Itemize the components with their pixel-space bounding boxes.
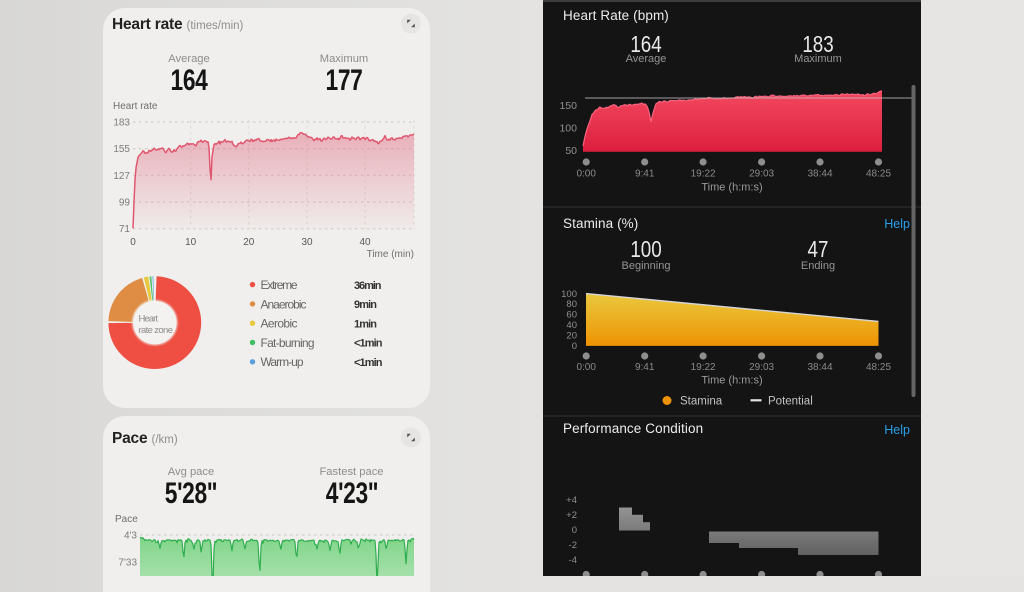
svg-text:9:41: 9:41: [635, 169, 655, 180]
svg-text:Heart: Heart: [139, 314, 159, 325]
svg-text:7'33: 7'33: [118, 558, 137, 569]
svg-text:Fat-burning: Fat-burning: [261, 336, 315, 350]
svg-text:9:41: 9:41: [635, 362, 655, 373]
svg-text:<1min: <1min: [354, 357, 383, 369]
svg-text:0: 0: [572, 341, 577, 352]
svg-text:Pace: Pace: [115, 514, 138, 525]
svg-text:40: 40: [566, 320, 577, 331]
svg-text:Heart rate: Heart rate: [113, 101, 158, 112]
svg-text:38:44: 38:44: [807, 169, 832, 180]
svg-text:0: 0: [572, 525, 577, 536]
svg-text:+2: +2: [566, 510, 577, 521]
svg-text:-4: -4: [569, 555, 577, 566]
svg-text:20: 20: [243, 237, 255, 248]
svg-text:Extreme: Extreme: [261, 278, 298, 292]
svg-text:Time (h:m:s): Time (h:m:s): [701, 182, 762, 194]
svg-text:127: 127: [113, 171, 130, 182]
svg-text:100: 100: [559, 123, 577, 135]
svg-text:4'3: 4'3: [124, 531, 137, 542]
svg-text:80: 80: [566, 299, 577, 310]
svg-text:150: 150: [559, 100, 577, 112]
svg-text:155: 155: [113, 144, 130, 155]
svg-text:Potential: Potential: [768, 396, 813, 408]
svg-text:-2: -2: [569, 540, 577, 551]
svg-text:Aerobic: Aerobic: [261, 317, 298, 331]
svg-text:19:22: 19:22: [691, 362, 716, 373]
svg-text:10: 10: [185, 237, 197, 248]
svg-text:60: 60: [566, 310, 577, 321]
svg-text:50: 50: [565, 145, 577, 157]
svg-text:99: 99: [119, 198, 131, 209]
svg-text:36min: 36min: [354, 280, 382, 292]
svg-text:<1min: <1min: [354, 338, 383, 350]
svg-text:Stamina: Stamina: [680, 396, 723, 408]
svg-text:100: 100: [561, 289, 577, 300]
svg-text:40: 40: [359, 237, 371, 248]
svg-text:30: 30: [301, 237, 313, 248]
svg-text:29:03: 29:03: [749, 362, 774, 373]
svg-text:38:44: 38:44: [807, 362, 832, 373]
svg-text:48:25: 48:25: [866, 169, 891, 180]
svg-text:20: 20: [566, 331, 577, 342]
svg-text:48:25: 48:25: [866, 362, 891, 373]
svg-text:+4: +4: [566, 495, 577, 506]
svg-text:29:03: 29:03: [749, 169, 774, 180]
svg-text:0: 0: [130, 237, 136, 248]
svg-text:Time (min): Time (min): [367, 249, 414, 260]
svg-text:71: 71: [119, 224, 131, 235]
svg-text:1min: 1min: [354, 318, 377, 330]
svg-text:rate zone: rate zone: [139, 325, 174, 336]
svg-text:Warm-up: Warm-up: [261, 355, 304, 369]
svg-text:0:00: 0:00: [576, 169, 596, 180]
svg-text:19:22: 19:22: [691, 169, 716, 180]
svg-text:9min: 9min: [354, 299, 377, 311]
svg-text:183: 183: [113, 118, 130, 129]
svg-text:Time (h:m:s): Time (h:m:s): [701, 375, 762, 387]
svg-text:Anaerobic: Anaerobic: [261, 297, 307, 311]
svg-text:0:00: 0:00: [576, 362, 596, 373]
